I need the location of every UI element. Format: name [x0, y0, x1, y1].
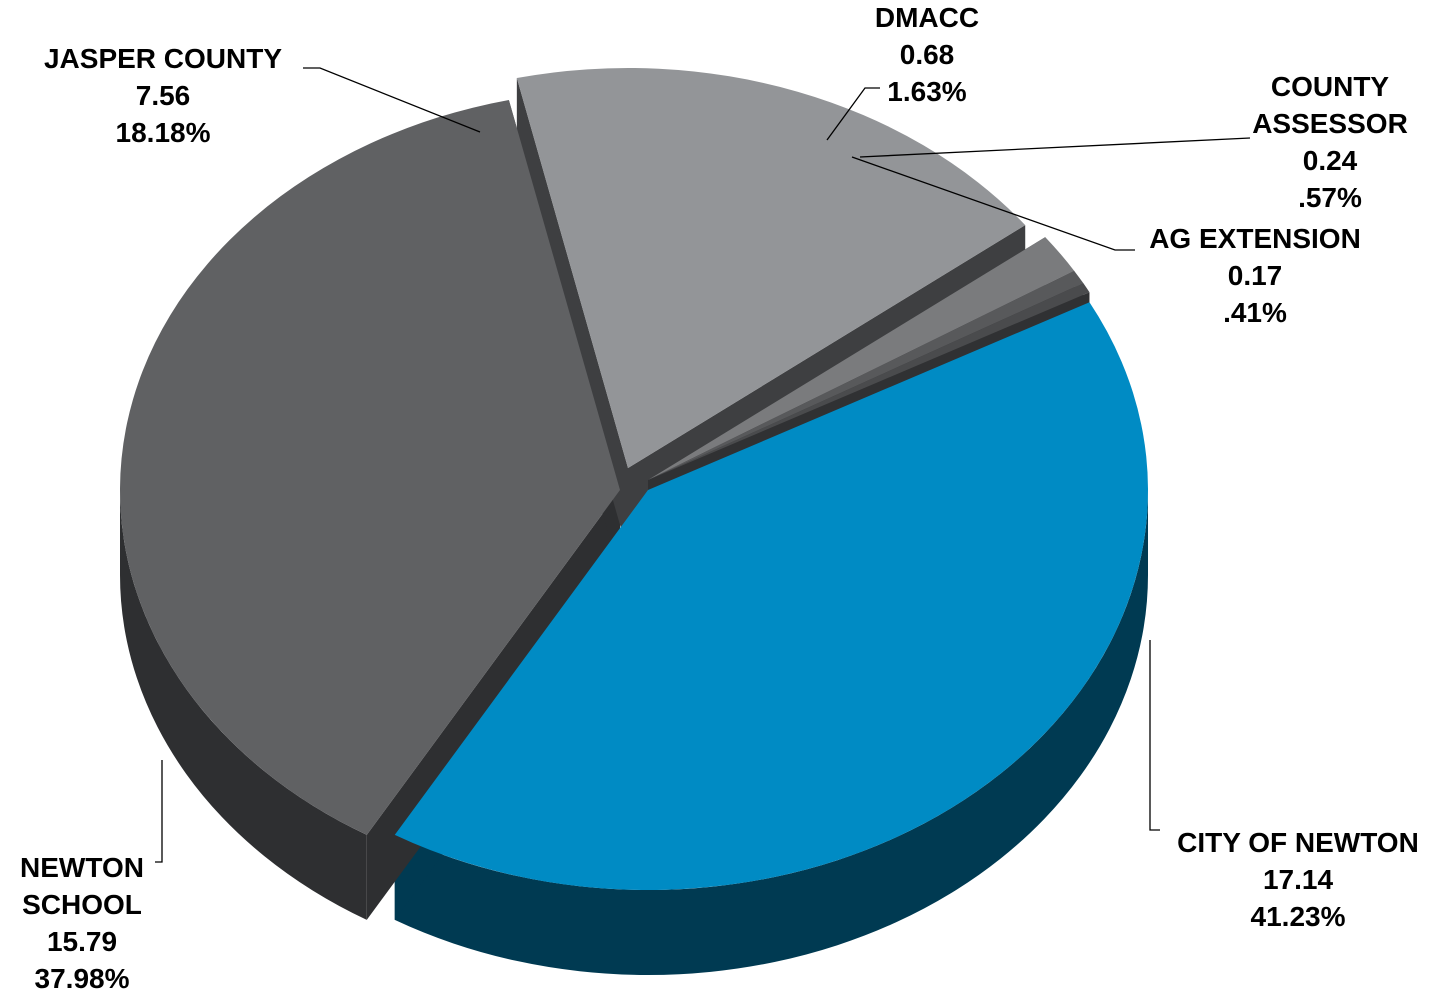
slice: [648, 283, 1090, 480]
leader-line: [851, 156, 1135, 251]
slice-value: 0.68: [900, 39, 955, 70]
slice: [394, 302, 1148, 890]
leader-line: [826, 87, 880, 141]
slice-name: NEWTON: [20, 852, 144, 883]
slice-side-outer: [120, 490, 367, 920]
slice-value: 0.24: [1303, 145, 1358, 176]
slice-percent: 18.18%: [116, 117, 211, 148]
slice-label: DMACC 0.68 1.63%: [875, 2, 979, 107]
slice-tops: [120, 67, 1148, 890]
slice-label: JASPER COUNTY 7.56 18.18%: [44, 43, 282, 148]
leader-line: [155, 760, 163, 863]
slice-label: CITY OF NEWTON 17.14 41.23%: [1177, 827, 1419, 932]
slice-value: 15.79: [47, 926, 117, 957]
slice-name: ASSESSOR: [1252, 108, 1408, 139]
slice: [120, 100, 621, 835]
leader-line: [303, 67, 481, 133]
slice-percent: .41%: [1223, 297, 1287, 328]
slice-label: AG EXTENSION 0.17 .41%: [1149, 223, 1361, 328]
slice-name: SCHOOL: [22, 889, 142, 920]
slice-value: 7.56: [136, 80, 191, 111]
leader-lines: [155, 67, 1251, 863]
slice-name: JASPER COUNTY: [44, 43, 282, 74]
slice-name: DMACC: [875, 2, 979, 33]
slice-percent: .57%: [1298, 182, 1362, 213]
leader-line: [859, 137, 1251, 158]
slice: [648, 270, 1084, 480]
slice-side-outer: [394, 490, 1148, 975]
slice-name: AG EXTENSION: [1149, 223, 1361, 254]
slice-percent: 37.98%: [35, 963, 130, 994]
slice-value: 0.17: [1228, 260, 1283, 291]
slice: [648, 237, 1075, 480]
slice-name: COUNTY: [1271, 71, 1390, 102]
slice-value: 17.14: [1263, 864, 1333, 895]
slice: [516, 67, 1026, 468]
slice-name: CITY OF NEWTON: [1177, 827, 1419, 858]
leader-line: [1149, 640, 1160, 831]
slice-percent: 1.63%: [887, 76, 966, 107]
slice-labels: CITY OF NEWTON 17.14 41.23% NEWTON SCHOOL 15.…: [20, 2, 1419, 994]
slice-percent: 41.23%: [1251, 901, 1346, 932]
slice-label: NEWTON SCHOOL 15.79 37.98%: [20, 852, 144, 994]
slice-label: COUNTY ASSESSOR 0.24 .57%: [1252, 71, 1408, 213]
